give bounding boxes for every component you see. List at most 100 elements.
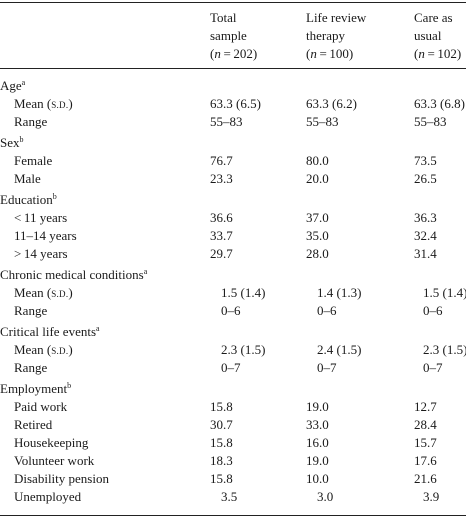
section-education-heading: Educationb bbox=[0, 191, 466, 209]
cell-total: 18.3 bbox=[210, 453, 233, 468]
table-row: Range 0–7 0–7 0–7 bbox=[0, 359, 466, 377]
row-label: Male bbox=[14, 171, 41, 186]
table-row: Mean (S.D.) 2.3 (1.5) 2.4 (1.5) 2.3 (1.5… bbox=[0, 341, 466, 359]
cell-total: 15.8 bbox=[210, 435, 233, 450]
section-title: Critical life events bbox=[0, 324, 97, 339]
cell-life-review: 33.0 bbox=[306, 417, 329, 432]
row-label: Paid work bbox=[14, 399, 68, 414]
cell-total: 2.3 (1.5) bbox=[221, 342, 266, 357]
section-chronic-heading: Chronic medical conditionsa bbox=[0, 266, 466, 284]
table-row: < 11 years 36.6 37.0 36.3 bbox=[0, 209, 466, 227]
row-label: 11–14 years bbox=[14, 228, 77, 243]
header-care-line2: usual bbox=[414, 28, 442, 43]
cell-care-usual: 17.6 bbox=[414, 453, 437, 468]
row-label: < 11 years bbox=[14, 210, 68, 225]
table-row: Male 23.3 20.0 26.5 bbox=[0, 170, 466, 188]
table-row: Disability pension 15.8 10.0 21.6 bbox=[0, 470, 466, 488]
cell-care-usual: 28.4 bbox=[414, 417, 437, 432]
cell-total: 15.8 bbox=[210, 471, 233, 486]
section-title: Education bbox=[0, 192, 53, 207]
top-rule bbox=[0, 2, 466, 3]
row-label: Mean (S.D.) bbox=[14, 342, 73, 357]
cell-life-review: 3.0 bbox=[317, 489, 334, 504]
table-row: Volunteer work 18.3 19.0 17.6 bbox=[0, 452, 466, 470]
footnote-mark: b bbox=[19, 135, 24, 144]
footnote-mark: b bbox=[67, 381, 72, 390]
cell-care-usual: 26.5 bbox=[414, 171, 437, 186]
cell-total: 55–83 bbox=[210, 114, 243, 129]
header-rule bbox=[0, 68, 466, 69]
table-row: 11–14 years 33.7 35.0 32.4 bbox=[0, 227, 466, 245]
cell-care-usual: 32.4 bbox=[414, 228, 437, 243]
section-employment-heading: Employmentb bbox=[0, 380, 466, 398]
footnote-mark: a bbox=[21, 78, 26, 87]
cell-total: 33.7 bbox=[210, 228, 233, 243]
cell-total: 15.8 bbox=[210, 399, 233, 414]
cell-life-review: 0–7 bbox=[317, 360, 337, 375]
cell-life-review: 80.0 bbox=[306, 153, 329, 168]
cell-total: 63.3 (6.5) bbox=[210, 96, 261, 111]
cell-life-review: 16.0 bbox=[306, 435, 329, 450]
header-life-review-line1: Life review bbox=[306, 10, 367, 25]
cell-life-review: 2.4 (1.5) bbox=[317, 342, 362, 357]
cell-care-usual: 0–7 bbox=[423, 360, 443, 375]
row-label: Female bbox=[14, 153, 53, 168]
header-total-sample: Total sample (n = 202) bbox=[210, 9, 257, 63]
table-row: Paid work 15.8 19.0 12.7 bbox=[0, 398, 466, 416]
table-row: Mean (S.D.) 63.3 (6.5) 63.3 (6.2) 63.3 (… bbox=[0, 95, 466, 113]
section-title: Chronic medical conditions bbox=[0, 267, 144, 282]
cell-total: 29.7 bbox=[210, 246, 233, 261]
table-row: Retired 30.7 33.0 28.4 bbox=[0, 416, 466, 434]
cell-life-review: 1.4 (1.3) bbox=[317, 285, 362, 300]
header-life-review-line2: therapy bbox=[306, 28, 345, 43]
cell-total: 30.7 bbox=[210, 417, 233, 432]
table-row: Female 76.7 80.0 73.5 bbox=[0, 152, 466, 170]
cell-life-review: 28.0 bbox=[306, 246, 329, 261]
table-row: > 14 years 29.7 28.0 31.4 bbox=[0, 245, 466, 263]
row-label: Retired bbox=[14, 417, 53, 432]
row-label: > 14 years bbox=[14, 246, 68, 261]
cell-care-usual: 55–83 bbox=[414, 114, 447, 129]
table-row: Mean (S.D.) 1.5 (1.4) 1.4 (1.3) 1.5 (1.4… bbox=[0, 284, 466, 302]
cell-care-usual: 12.7 bbox=[414, 399, 437, 414]
cell-care-usual: 2.3 (1.5) bbox=[423, 342, 466, 357]
header-total-line1: Total bbox=[210, 10, 237, 25]
row-label: Housekeeping bbox=[14, 435, 89, 450]
header-life-review-n: (n = 100) bbox=[306, 46, 354, 61]
header-total-line2: sample bbox=[210, 28, 247, 43]
row-label: Range bbox=[14, 114, 48, 129]
table-row: Range 55–83 55–83 55–83 bbox=[0, 113, 466, 131]
cell-life-review: 0–6 bbox=[317, 303, 337, 318]
footnote-mark: a bbox=[96, 324, 100, 333]
cell-total: 76.7 bbox=[210, 153, 233, 168]
row-label: Unemployed bbox=[14, 489, 82, 504]
header-care-line1: Care as bbox=[414, 10, 453, 25]
row-label: Range bbox=[14, 360, 48, 375]
cell-care-usual: 0–6 bbox=[423, 303, 443, 318]
section-title: Sex bbox=[0, 135, 20, 150]
cell-life-review: 37.0 bbox=[306, 210, 329, 225]
cell-life-review: 63.3 (6.2) bbox=[306, 96, 357, 111]
row-label: Mean (S.D.) bbox=[14, 285, 73, 300]
header-care-as-usual: Care as usual (n = 102) bbox=[414, 9, 461, 63]
row-label: Mean (S.D.) bbox=[14, 96, 73, 111]
cell-life-review: 10.0 bbox=[306, 471, 329, 486]
cell-care-usual: 15.7 bbox=[414, 435, 437, 450]
table-row: Range 0–6 0–6 0–6 bbox=[0, 302, 466, 320]
cell-life-review: 19.0 bbox=[306, 453, 329, 468]
section-title: Age bbox=[0, 78, 22, 93]
cell-care-usual: 36.3 bbox=[414, 210, 437, 225]
cell-total: 23.3 bbox=[210, 171, 233, 186]
table-row: Unemployed 3.5 3.0 3.9 bbox=[0, 488, 466, 506]
header-care-n: (n = 102) bbox=[414, 46, 462, 61]
footnote-mark: b bbox=[52, 192, 57, 201]
section-age-heading: Agea bbox=[0, 77, 466, 95]
header-total-n: (n = 202) bbox=[210, 46, 258, 61]
cell-care-usual: 73.5 bbox=[414, 153, 437, 168]
cell-life-review: 35.0 bbox=[306, 228, 329, 243]
cell-total: 36.6 bbox=[210, 210, 233, 225]
cell-care-usual: 63.3 (6.8) bbox=[414, 96, 465, 111]
footnote-mark: a bbox=[143, 267, 148, 276]
cell-total: 3.5 bbox=[221, 489, 238, 504]
